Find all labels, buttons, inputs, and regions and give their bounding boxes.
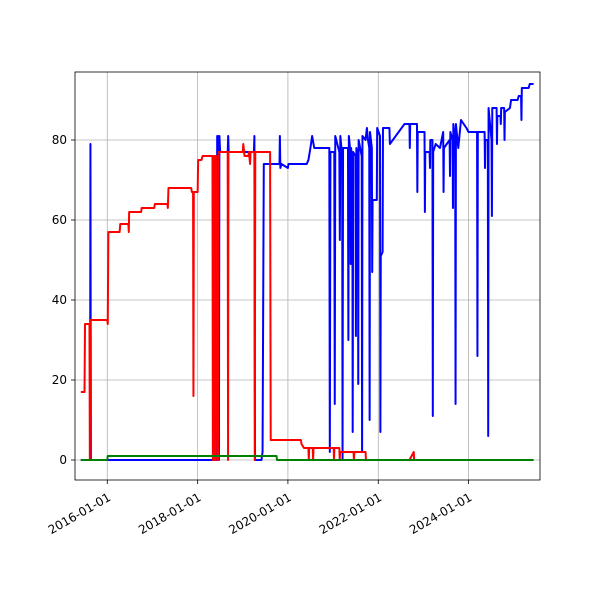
- y-tick-label: 0: [59, 453, 67, 467]
- y-tick-label: 60: [52, 213, 67, 227]
- plot-frame: [74, 71, 541, 481]
- series-line-1: [80, 83, 534, 461]
- series-line-2: [80, 143, 534, 461]
- series-line-3: [80, 455, 534, 461]
- y-tick-label: 40: [52, 293, 67, 307]
- y-tick-label: 20: [52, 373, 67, 387]
- y-tick-label: 80: [52, 133, 67, 147]
- plot-series: [80, 83, 534, 461]
- grid-lines: [75, 72, 540, 480]
